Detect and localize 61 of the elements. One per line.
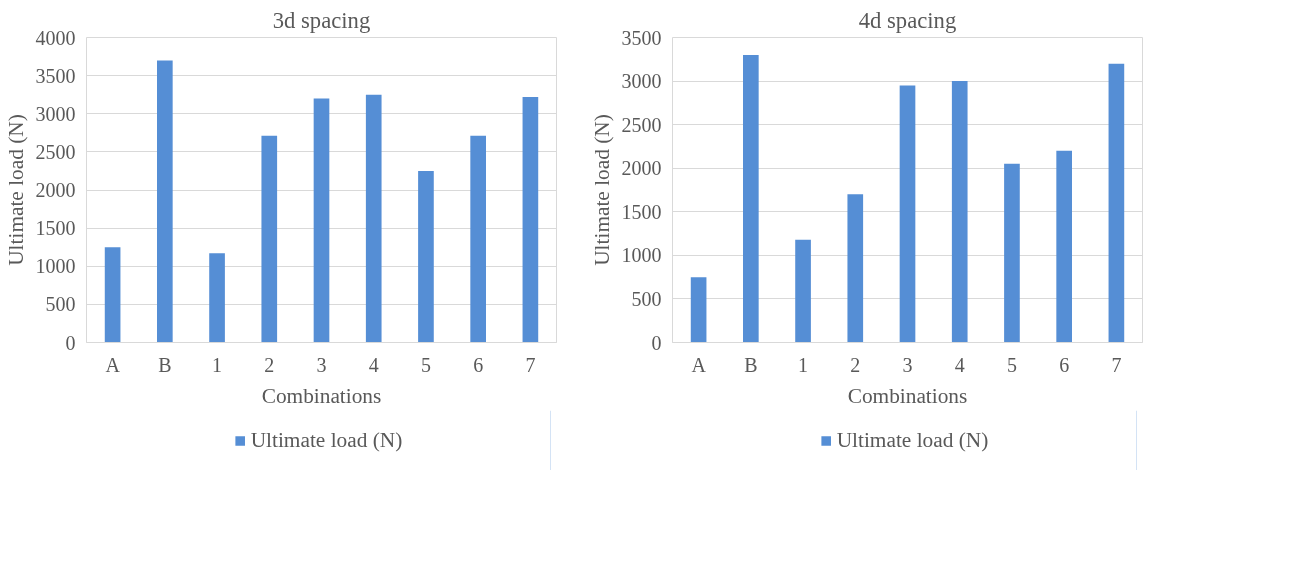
y-tick-label: 1500 [35,217,76,240]
bar [847,194,864,343]
y-tick-label: 2500 [621,113,662,136]
legend-label: Ultimate load (N) [836,427,989,453]
x-tick-label: 1 [798,353,809,376]
y-axis-title: Ultimate load (N) [589,114,614,266]
x-axis-title: Combinations [847,383,968,408]
bar [418,170,434,343]
bar [365,94,382,343]
bar [209,253,225,343]
bar [313,98,330,343]
y-tick-label: 4000 [35,26,76,49]
bar [795,239,811,343]
y-tick-label: 3000 [621,70,662,93]
bar [899,85,916,343]
x-tick-label: B [158,353,172,376]
y-tick-label: 500 [45,293,76,316]
x-tick-label: 4 [954,353,965,376]
x-tick-label: 7 [1111,353,1122,376]
chart-title: 3d spacing [272,7,371,33]
bar [1004,163,1020,343]
bar [690,277,707,343]
bar [104,247,121,343]
x-tick-label: 5 [1006,353,1017,376]
y-tick-label: 2000 [35,179,76,201]
bar [157,60,173,343]
y-tick-label: 3500 [35,64,76,87]
y-tick-label: 500 [631,287,662,310]
x-tick-label: 1 [212,353,223,376]
bar [743,54,759,343]
legend-label: Ultimate load (N) [250,427,403,453]
y-tick-label: 0 [651,331,662,354]
x-tick-label: 4 [368,353,379,376]
x-tick-label: A [691,353,707,376]
y-tick-label: 2500 [35,140,76,163]
x-tick-label: 3 [902,353,913,376]
y-tick-label: 3000 [35,102,76,125]
y-axis-title: Ultimate load (N) [3,114,28,266]
bar [522,96,539,343]
x-tick-label: 6 [1059,353,1070,376]
bar [470,135,486,343]
bar [1108,63,1125,343]
x-tick-label: 2 [850,353,861,376]
x-tick-label: B [744,353,758,376]
y-tick-label: 0 [65,331,76,354]
x-tick-label: 7 [525,353,536,376]
x-tick-label: 3 [316,353,327,376]
bar [261,135,278,343]
y-tick-label: 2000 [621,157,662,180]
x-tick-label: A [105,353,121,376]
x-tick-label: 2 [264,353,275,376]
bar [1056,150,1072,343]
bar [951,81,968,343]
y-tick-label: 1000 [35,255,76,278]
y-tick-label: 1500 [621,200,662,223]
chart-title: 4d spacing [858,7,957,33]
x-axis-title: Combinations [261,383,382,408]
y-tick-label: 1000 [621,244,662,267]
x-tick-label: 6 [473,353,484,376]
y-tick-label: 3500 [621,26,662,49]
x-tick-label: 5 [420,353,431,376]
